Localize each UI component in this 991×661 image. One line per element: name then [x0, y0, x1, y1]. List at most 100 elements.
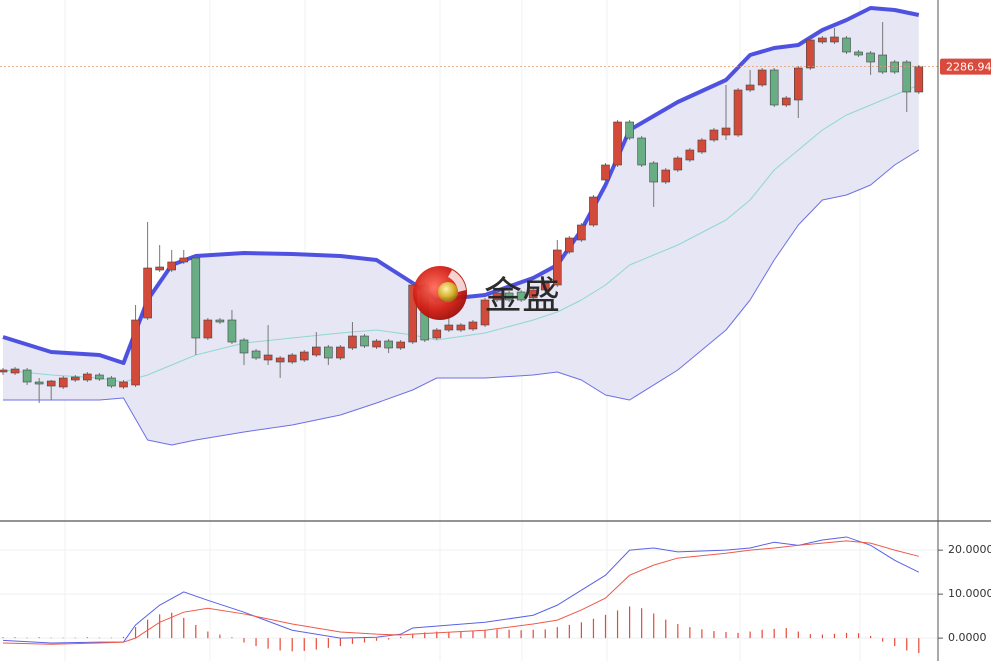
histogram-bar [604, 614, 607, 639]
candle-body [589, 196, 598, 226]
candle-body [637, 137, 646, 166]
histogram-bar [424, 632, 426, 639]
candle-body [324, 346, 333, 359]
candle-body [408, 284, 418, 343]
histogram-bar [62, 637, 64, 639]
histogram-bar [797, 631, 799, 639]
candle-body [191, 257, 201, 339]
y-tick-label: 20.0000 [948, 543, 991, 556]
candle-body [46, 380, 56, 387]
histogram-bar [315, 638, 317, 650]
histogram-bar [520, 630, 522, 639]
band-fill [3, 8, 919, 445]
candle-body [781, 97, 791, 106]
y-tick-label: 10.0000 [948, 587, 991, 600]
histogram-bar [544, 629, 546, 639]
histogram-bar [50, 637, 52, 639]
candle-body [890, 61, 900, 73]
histogram-bar [195, 624, 197, 639]
candle-body [733, 89, 743, 136]
candle-body [227, 319, 237, 343]
histogram-bar [279, 638, 281, 651]
candle-body [673, 157, 683, 171]
histogram-bar [616, 610, 619, 639]
candle-body [480, 299, 490, 326]
histogram-bar [74, 637, 76, 639]
candle-body [625, 121, 634, 139]
histogram-bar [749, 631, 751, 639]
histogram-bar [436, 631, 438, 639]
candle-body [336, 346, 345, 359]
candle-body [601, 164, 610, 181]
candle-body [348, 335, 357, 349]
candle-body [516, 291, 526, 301]
candle-body [540, 282, 550, 291]
histogram-bar [448, 631, 450, 639]
histogram-bar [219, 634, 221, 639]
price-pane [0, 6, 938, 446]
macd-line [2, 540, 919, 645]
candle-body [203, 319, 213, 339]
candle-body [215, 319, 225, 323]
histogram-bar [351, 638, 354, 644]
candle-body [721, 127, 731, 136]
candle-body [22, 369, 32, 383]
histogram-bar [122, 636, 125, 639]
candle-body [818, 37, 827, 43]
histogram-bar [821, 634, 823, 639]
bollinger-band [2, 84, 919, 383]
histogram-bar [592, 618, 595, 639]
candle-body [565, 237, 574, 253]
last-price-badge [940, 58, 991, 75]
candle-body [577, 224, 586, 241]
candle-body [432, 329, 442, 339]
histogram-bar [134, 627, 137, 639]
histogram-bar [809, 634, 811, 639]
histogram-bar [556, 627, 558, 639]
histogram-bar [291, 638, 293, 652]
last-price-label: 2286.94 [946, 61, 991, 74]
histogram-bar [737, 632, 739, 639]
candle-body [179, 257, 189, 263]
histogram-bar [243, 638, 245, 643]
histogram-bar [918, 638, 920, 654]
candle-body [372, 340, 381, 348]
histogram-bar [857, 633, 860, 639]
histogram-bar [568, 624, 570, 639]
candle-body [842, 37, 851, 53]
candle-body [251, 350, 261, 359]
candle-body [131, 319, 140, 386]
histogram-bar [363, 638, 366, 643]
histogram-bar [147, 619, 149, 639]
candle-body [263, 354, 273, 361]
histogram-bar [86, 637, 88, 639]
candle-body [287, 354, 297, 363]
histogram-bar [98, 637, 100, 639]
watermark-text: 金盛 [484, 274, 560, 318]
histogram-bar [267, 638, 269, 649]
candle-body [275, 357, 285, 363]
histogram-bar [870, 635, 872, 639]
histogram-bar [882, 638, 884, 642]
histogram-bar [460, 631, 462, 639]
candle-body [613, 121, 622, 166]
candle-body [685, 149, 695, 161]
histogram-bar [833, 633, 836, 639]
histogram-bar [761, 629, 763, 639]
histogram-bar [701, 629, 703, 639]
histogram-bar [159, 614, 161, 639]
candle-body [649, 162, 659, 183]
watermark: 金盛 [413, 266, 560, 320]
candle-body [155, 266, 164, 271]
histogram-bar [171, 612, 173, 639]
candle-body [769, 69, 779, 106]
candle-body [34, 381, 44, 385]
histogram-bar [496, 629, 498, 639]
histogram-bar [580, 622, 582, 639]
candle-body [0, 369, 8, 373]
candle-body [697, 139, 707, 153]
candle-body [239, 339, 249, 354]
histogram-bar [339, 638, 341, 647]
histogram-bar [508, 629, 510, 639]
